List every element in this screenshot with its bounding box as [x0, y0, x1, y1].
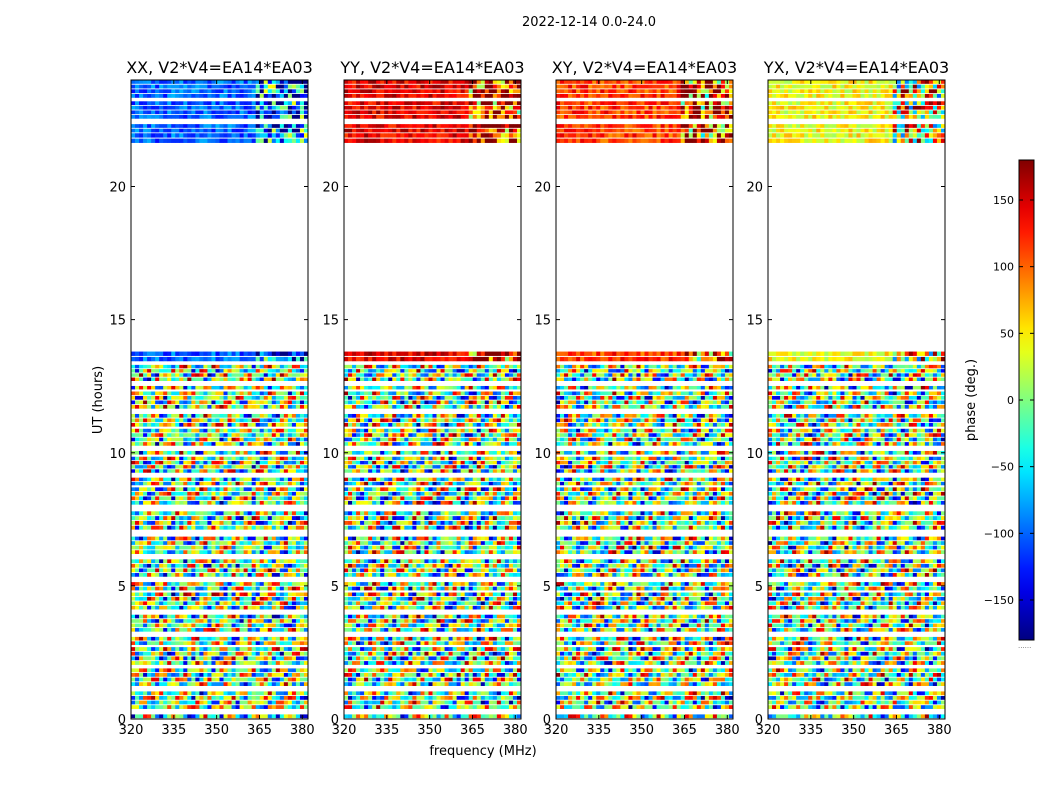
panel-title: XY, V2*V4=EA14*EA03	[552, 58, 737, 77]
y-tick-label: 0	[331, 713, 339, 728]
y-tick-label: 0	[543, 713, 551, 728]
x-tick-label: 320	[756, 723, 781, 738]
panel-yy: YY, V2*V4=EA14*EA03 320 335 350 365 380 0 5 10 15…	[322, 58, 527, 738]
x-tick-label: 365	[247, 723, 272, 738]
x-tick-label: 350	[841, 723, 866, 738]
y-tick-label: 20	[746, 181, 763, 196]
axes-frame	[130, 79, 309, 720]
colorbar-tick-label: 150	[993, 194, 1014, 207]
y-tick-label: 20	[109, 181, 126, 196]
phase-image	[556, 80, 733, 719]
colorbar-label: phase (deg.)	[964, 359, 979, 441]
y-tick-label: 15	[322, 314, 339, 329]
y-tick-label: 5	[118, 580, 126, 595]
x-tick-label: 365	[884, 723, 909, 738]
x-tick-label: 335	[374, 723, 399, 738]
phase-image	[131, 80, 308, 719]
y-tick-label: 15	[109, 314, 126, 329]
y-tick-label: 5	[331, 580, 339, 595]
x-tick-label: 335	[586, 723, 611, 738]
x-tick-label: 320	[332, 723, 357, 738]
x-tick-label: 365	[672, 723, 697, 738]
x-tick-label: 335	[161, 723, 186, 738]
x-tick-label: 350	[417, 723, 442, 738]
x-tick-label: 380	[503, 723, 528, 738]
y-tick-label: 5	[755, 580, 763, 595]
y-tick-label: 15	[534, 314, 551, 329]
x-tick-label: 380	[290, 723, 315, 738]
x-tick-label: 350	[629, 723, 654, 738]
x-axis-label: frequency (MHz)	[429, 744, 536, 759]
colorbar: −150 −100 −50 0 50 100 150 phase (deg.)......	[964, 159, 1035, 650]
panel-title: YX, V2*V4=EA14*EA03	[763, 58, 949, 77]
panel-xy: XY, V2*V4=EA14*EA03 320 335 350 365 380 0 5 10 15…	[534, 58, 739, 738]
y-tick-label: 10	[534, 447, 551, 462]
y-axis-label: UT (hours)	[91, 366, 106, 434]
axes-frame	[767, 79, 946, 720]
x-tick-label: 320	[544, 723, 569, 738]
x-tick-label: 380	[715, 723, 740, 738]
x-tick-label: 380	[927, 723, 952, 738]
x-tick-label: 350	[204, 723, 229, 738]
phase-image	[344, 80, 521, 719]
colorbar-tick-label: −100	[984, 527, 1014, 540]
colorbar-tick-label: 50	[1000, 327, 1014, 340]
colorbar-footnote: ......	[1018, 642, 1031, 650]
x-tick-label: 335	[798, 723, 823, 738]
y-tick-label: 15	[746, 314, 763, 329]
y-tick-label: 20	[534, 181, 551, 196]
panel-title: XX, V2*V4=EA14*EA03	[126, 58, 313, 77]
y-tick-label: 0	[118, 713, 126, 728]
colorbar-tick-label: −150	[984, 594, 1014, 607]
x-tick-label: 320	[119, 723, 144, 738]
x-tick-label: 365	[460, 723, 485, 738]
colorbar-tick-label: 100	[993, 261, 1014, 274]
y-tick-label: 10	[746, 447, 763, 462]
axes-frame	[343, 79, 522, 720]
panel-xx: XX, V2*V4=EA14*EA03 320 335 350 365 380 0 5 10 15…	[109, 58, 314, 738]
colorbar-tick-label: 0	[1007, 394, 1014, 407]
panel-title: YY, V2*V4=EA14*EA03	[339, 58, 524, 77]
y-tick-label: 10	[109, 447, 126, 462]
y-tick-label: 0	[755, 713, 763, 728]
phase-image	[768, 80, 945, 719]
y-tick-label: 5	[543, 580, 551, 595]
figure-title: 2022-12-14 0.0-24.0	[522, 15, 656, 30]
colorbar-tick-label: −50	[991, 461, 1014, 474]
panel-yx: YX, V2*V4=EA14*EA03 320 335 350 365 380 0 5 10 15…	[746, 58, 951, 738]
y-tick-label: 10	[322, 447, 339, 462]
y-tick-label: 20	[322, 181, 339, 196]
axes-frame	[555, 79, 734, 720]
